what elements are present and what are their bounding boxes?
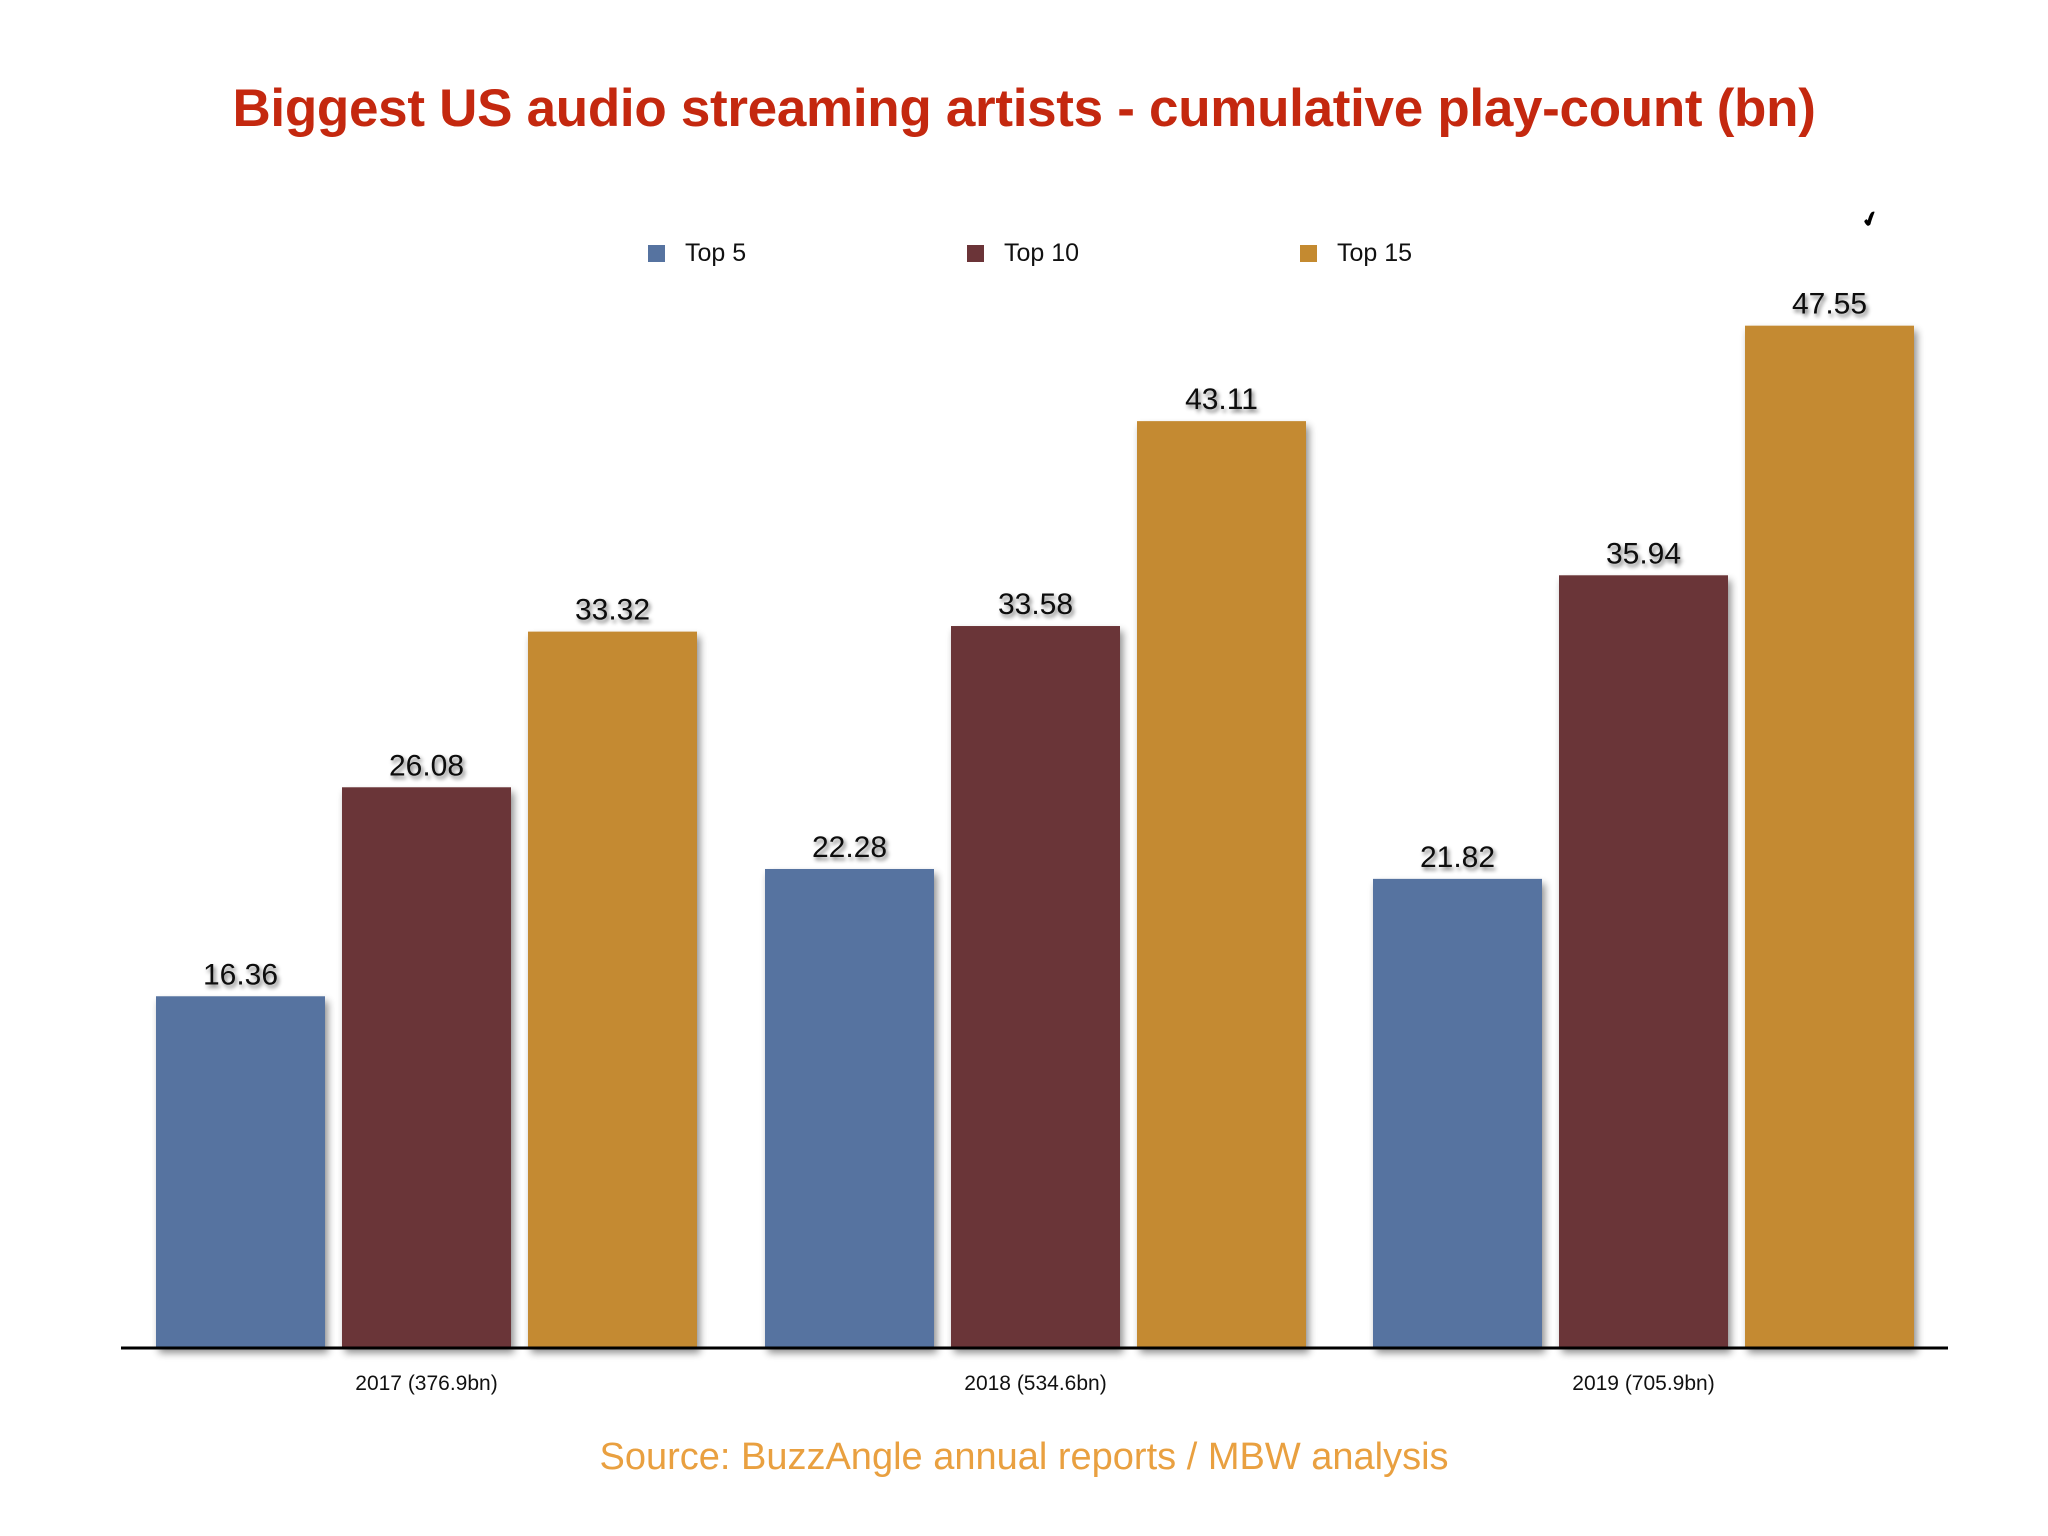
bar-top-10-1 [951, 626, 1120, 1348]
bar-top-5-2 [1373, 878, 1542, 1348]
legend-label-top-10: Top 10 [1004, 238, 1080, 267]
legend-item-top-5: Top 5 [648, 236, 746, 270]
bar-top-15-1 [1137, 421, 1306, 1348]
bar-top-10-0 [342, 787, 511, 1348]
category-label: 2019 (705.9bn) [1572, 1372, 1714, 1395]
bar-value-label: 22.28 [812, 831, 887, 864]
legend-item-top-10: Top 10 [967, 236, 1079, 270]
category-label: 2017 (376.9bn) [355, 1372, 497, 1395]
bar-value-label: 43.11 [1185, 383, 1258, 416]
bar-value-label: 26.08 [389, 749, 464, 782]
bar-top-5-1 [765, 868, 934, 1348]
bars-group [156, 325, 1914, 1348]
legend-swatch-top-5 [648, 244, 665, 262]
bar-top-15-0 [528, 631, 697, 1348]
legend: Top 5 Top 10 Top 15 [0, 236, 2048, 270]
bar-value-label: 33.32 [575, 594, 650, 627]
bar-labels-group: 16.36 26.08 33.32 22.28 33.58 43.11 21.82 35.94… [203, 288, 1867, 992]
source-note: Source: BuzzAngle annual reports / MBW a… [599, 1436, 1449, 1478]
bar-value-label: 33.58 [998, 588, 1073, 621]
chart-title: Biggest US audio streaming artists - cum… [232, 79, 1816, 138]
legend-label-top-5: Top 5 [685, 238, 747, 267]
legend-swatch-top-10 [967, 244, 984, 262]
category-labels-group: 2017 (376.9bn) 2018 (534.6bn) 2019 (705.9b… [355, 1372, 1714, 1395]
bar-value-label: 47.55 [1792, 288, 1867, 321]
bar-value-label: 21.82 [1420, 841, 1495, 874]
legend-swatch-top-15 [1300, 244, 1317, 262]
bar-value-label: 35.94 [1606, 537, 1681, 570]
legend-item-top-15: Top 15 [1300, 236, 1412, 270]
bar-top-10-2 [1559, 575, 1728, 1348]
category-label: 2018 (534.6bn) [964, 1372, 1106, 1395]
bar-top-15-2 [1745, 325, 1914, 1348]
bar-top-5-0 [156, 996, 325, 1348]
bar-value-label: 16.36 [203, 958, 278, 991]
legend-label-top-15: Top 15 [1337, 238, 1413, 267]
